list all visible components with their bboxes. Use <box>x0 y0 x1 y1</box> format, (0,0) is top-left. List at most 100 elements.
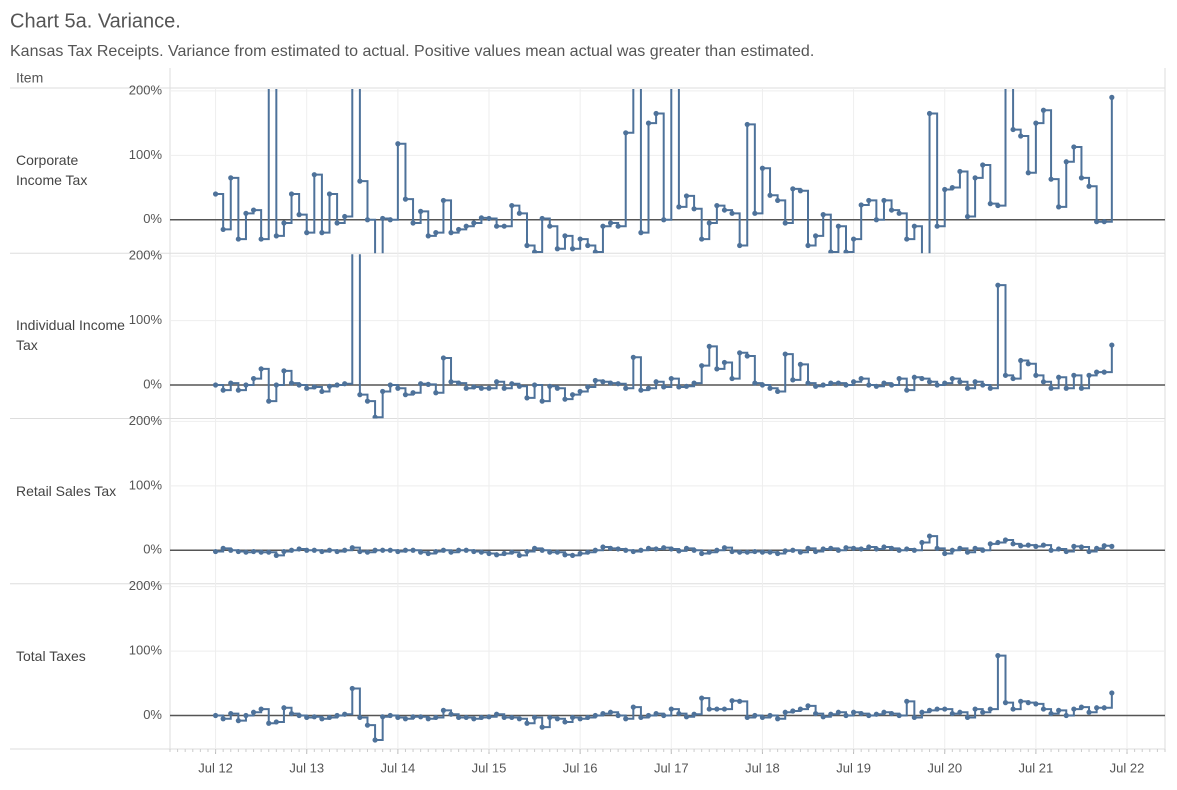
point <box>554 716 560 722</box>
point <box>516 716 522 722</box>
y-tick-label: 0% <box>143 376 162 391</box>
point <box>729 548 735 555</box>
point <box>607 545 614 551</box>
point <box>600 544 606 550</box>
point <box>562 396 568 402</box>
point <box>1010 126 1016 133</box>
point <box>1002 700 1009 706</box>
point <box>957 709 963 715</box>
point <box>448 711 454 717</box>
point <box>699 363 705 369</box>
point <box>653 546 659 552</box>
point <box>273 552 279 559</box>
point <box>463 547 469 553</box>
point <box>509 549 515 555</box>
point <box>577 388 583 395</box>
point <box>326 547 333 553</box>
point <box>448 230 454 236</box>
point <box>904 387 910 393</box>
point <box>1018 698 1024 704</box>
x-tick-label: Jul 17 <box>654 760 689 775</box>
point <box>775 197 781 204</box>
panel <box>212 254 1115 419</box>
point <box>372 737 378 743</box>
point <box>767 549 773 555</box>
point <box>1078 385 1085 391</box>
point <box>911 714 917 721</box>
point <box>1040 379 1047 385</box>
point <box>334 220 340 226</box>
row-label: Total Taxes <box>16 647 86 664</box>
point <box>592 249 598 254</box>
point <box>828 380 834 386</box>
point <box>630 548 636 555</box>
point <box>926 533 933 539</box>
point <box>873 546 879 552</box>
point <box>668 375 674 382</box>
x-tick-label: Jul 21 <box>1019 760 1054 775</box>
point <box>645 712 652 719</box>
point <box>1071 372 1077 378</box>
x-tick-label: Jul 15 <box>472 760 507 775</box>
point <box>623 385 629 391</box>
point <box>288 547 295 553</box>
point <box>478 549 485 555</box>
point <box>630 704 636 710</box>
point <box>934 223 940 229</box>
point <box>964 213 971 220</box>
point <box>729 698 735 704</box>
point <box>364 549 371 555</box>
point <box>524 242 530 249</box>
point <box>304 547 310 553</box>
point <box>288 191 295 197</box>
point <box>395 141 401 147</box>
point <box>638 714 644 721</box>
point <box>683 545 690 551</box>
point <box>524 395 530 401</box>
point <box>1018 543 1024 549</box>
y-tick-label: 100% <box>129 477 163 492</box>
point <box>494 223 500 229</box>
point <box>797 706 804 712</box>
point <box>980 382 986 388</box>
point <box>714 706 720 712</box>
point <box>813 548 819 555</box>
point <box>858 710 864 717</box>
point <box>433 714 439 721</box>
point <box>904 236 910 242</box>
point <box>296 212 302 218</box>
point <box>942 380 948 386</box>
point <box>881 544 887 550</box>
point <box>995 282 1001 288</box>
point <box>311 547 317 553</box>
point <box>607 220 614 226</box>
point <box>372 414 378 419</box>
point <box>212 548 219 555</box>
point <box>1071 543 1077 549</box>
point <box>501 550 507 557</box>
point <box>919 709 925 715</box>
point <box>456 547 462 553</box>
point <box>866 382 872 388</box>
point <box>433 548 439 555</box>
point <box>547 223 553 229</box>
point <box>805 545 811 551</box>
point <box>539 724 545 730</box>
point <box>972 706 978 712</box>
point <box>919 375 925 382</box>
point <box>304 714 310 721</box>
point <box>1109 543 1115 549</box>
row-label: Individual Income Tax <box>16 317 125 354</box>
point <box>942 706 948 712</box>
point <box>775 388 781 395</box>
point <box>744 549 750 555</box>
point <box>258 549 264 555</box>
point <box>866 544 872 550</box>
point <box>1010 706 1016 712</box>
point <box>972 175 978 181</box>
point <box>554 246 560 252</box>
point <box>1094 545 1100 551</box>
point <box>1063 548 1069 555</box>
point <box>668 546 674 552</box>
point <box>456 380 462 386</box>
